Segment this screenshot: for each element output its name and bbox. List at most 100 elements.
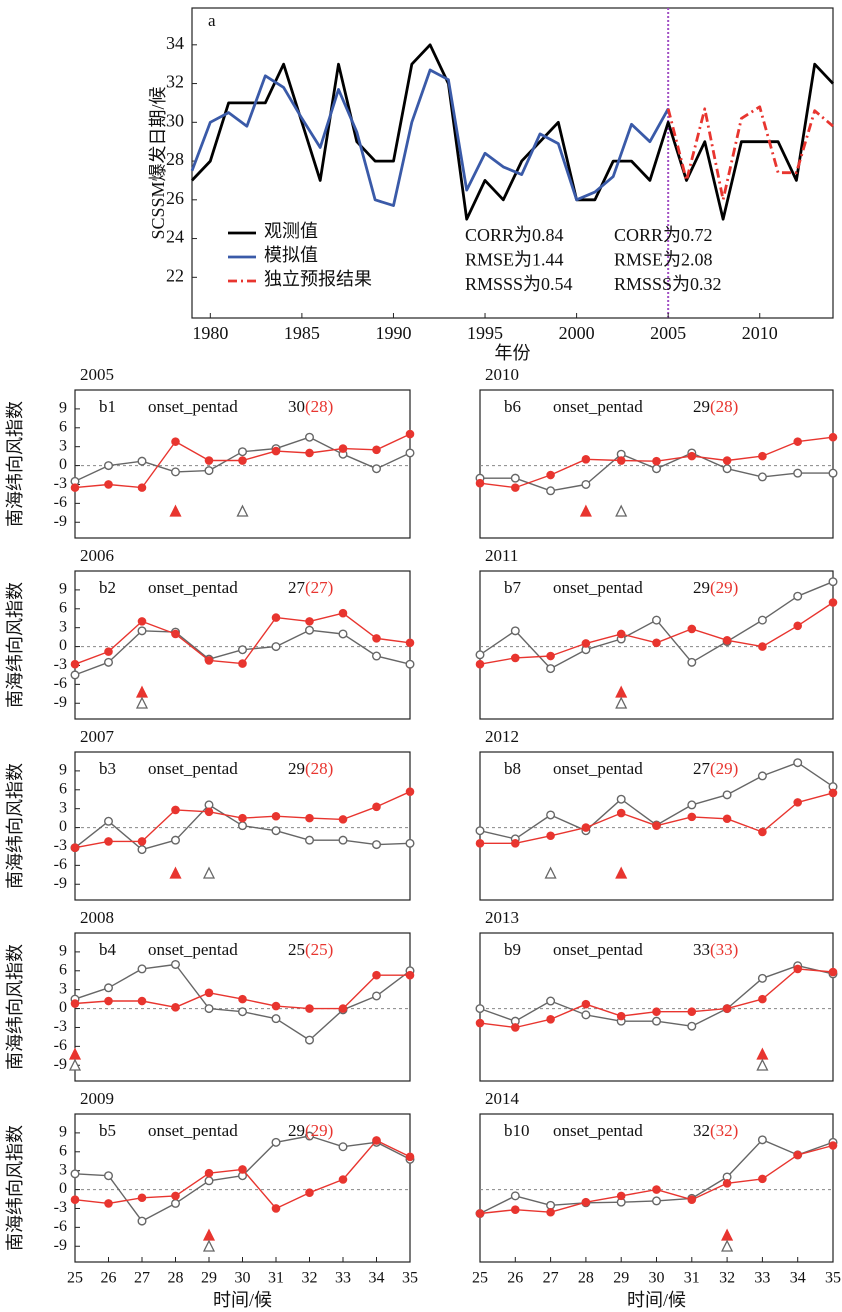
open-circle-marker — [687, 657, 697, 667]
series-line — [190, 68, 670, 207]
y-tick-label: 6 — [59, 418, 67, 435]
open-circle-marker — [372, 840, 382, 850]
dot-marker — [171, 1003, 180, 1012]
dot-marker — [652, 821, 661, 830]
stat-annotation: RMSE为1.44 — [465, 250, 564, 270]
series-line — [479, 581, 834, 670]
obs-onset-marker — [68, 1058, 82, 1071]
x-tick-label: 29 — [613, 1270, 629, 1287]
y-tick-label: -3 — [54, 475, 67, 492]
dot-marker — [722, 456, 732, 465]
plot-frame — [74, 389, 411, 539]
dot-marker — [137, 837, 147, 846]
dot-marker — [510, 653, 520, 663]
dot-marker — [652, 638, 661, 648]
open-circle-marker — [757, 472, 767, 482]
x-tick-label: 35 — [825, 1270, 841, 1287]
dot-marker — [828, 788, 838, 798]
plot-frame — [479, 751, 834, 901]
open-circle-marker — [137, 845, 147, 855]
open-circle-marker — [475, 650, 485, 660]
dot-marker — [687, 624, 697, 634]
dot-marker — [722, 814, 732, 824]
dot-marker — [828, 598, 838, 607]
x-tick-label: 26 — [101, 1270, 117, 1287]
plot-frame — [191, 7, 834, 319]
open-circle-marker — [271, 826, 281, 836]
panel-label: b6 — [504, 397, 521, 416]
y-tick-label: 9 — [59, 943, 67, 960]
y-tick-label: 22 — [166, 265, 184, 285]
x-tick-label: 1985 — [284, 323, 320, 343]
onset-model: (28) — [305, 397, 333, 416]
open-circle-marker — [546, 810, 556, 820]
y-axis-label: 南海纬向风指数 — [5, 401, 25, 527]
dot-marker — [652, 456, 661, 466]
open-circle-marker — [510, 473, 520, 483]
y-tick-label: 0 — [59, 1180, 67, 1197]
dot-marker — [616, 629, 626, 639]
panel-label: b2 — [99, 578, 116, 597]
dot-marker — [305, 448, 314, 458]
open-circle-marker — [204, 466, 214, 476]
dot-marker — [758, 642, 767, 651]
y-tick-label: -3 — [54, 837, 67, 854]
dot-marker — [722, 1004, 732, 1013]
y-tick-label: 9 — [59, 581, 67, 598]
onset-title: onset_pentad — [553, 397, 643, 416]
open-circle-marker — [546, 486, 556, 496]
panel-label: b9 — [504, 940, 521, 959]
open-circle-marker — [137, 1216, 147, 1226]
onset-title: onset_pentad — [148, 397, 238, 416]
panel-label: b4 — [99, 940, 117, 959]
open-circle-marker — [722, 790, 732, 800]
dot-marker — [793, 964, 803, 974]
dot-marker — [171, 437, 180, 446]
dot-marker — [722, 1178, 732, 1188]
obs-onset-marker — [544, 866, 557, 879]
y-tick-label: -9 — [54, 513, 67, 530]
open-circle-marker — [757, 973, 767, 983]
panel-year: 2010 — [485, 365, 519, 384]
dot-marker — [204, 807, 214, 817]
y-tick-label: 0 — [59, 999, 67, 1016]
panel-label: b7 — [504, 578, 522, 597]
y-tick-label: 6 — [59, 1142, 67, 1159]
dot-marker — [171, 805, 180, 815]
open-circle-marker — [757, 771, 767, 781]
onset-title: onset_pentad — [553, 1121, 643, 1140]
model-onset-marker — [721, 1228, 734, 1241]
onset-obs: 27 — [288, 578, 306, 597]
dot-marker — [137, 996, 147, 1006]
x-tick-label: 32 — [719, 1270, 735, 1287]
dot-marker — [372, 445, 381, 455]
y-tick-label: 3 — [59, 799, 67, 816]
open-circle-marker — [305, 1035, 315, 1045]
dot-marker — [305, 617, 314, 626]
model-onset-marker — [579, 504, 592, 517]
y-tick-label: 28 — [166, 149, 184, 169]
open-circle-marker — [338, 1142, 348, 1152]
y-tick-label: 3 — [59, 1161, 67, 1178]
dot-marker — [722, 635, 732, 645]
y-tick-label: 9 — [59, 400, 67, 417]
series-line — [479, 601, 834, 665]
x-tick-label: 35 — [402, 1270, 418, 1287]
dot-marker — [793, 437, 803, 446]
open-circle-marker — [652, 464, 662, 474]
x-tick-label: 34 — [790, 1270, 806, 1287]
open-circle-marker — [103, 983, 113, 993]
model-onset-marker — [135, 685, 149, 698]
plot-frame — [479, 932, 834, 1082]
x-tick-label: 1995 — [467, 323, 503, 343]
open-circle-marker — [70, 1169, 80, 1179]
panel-year: 2008 — [80, 908, 114, 927]
open-circle-marker — [475, 1004, 485, 1014]
obs-onset-marker — [615, 504, 628, 517]
y-tick-label: -6 — [54, 1218, 67, 1235]
dot-marker — [204, 988, 214, 998]
dot-marker — [510, 483, 520, 492]
plot-frame — [479, 570, 834, 720]
y-tick-label: 6 — [59, 780, 67, 797]
panel-label: b10 — [504, 1121, 530, 1140]
